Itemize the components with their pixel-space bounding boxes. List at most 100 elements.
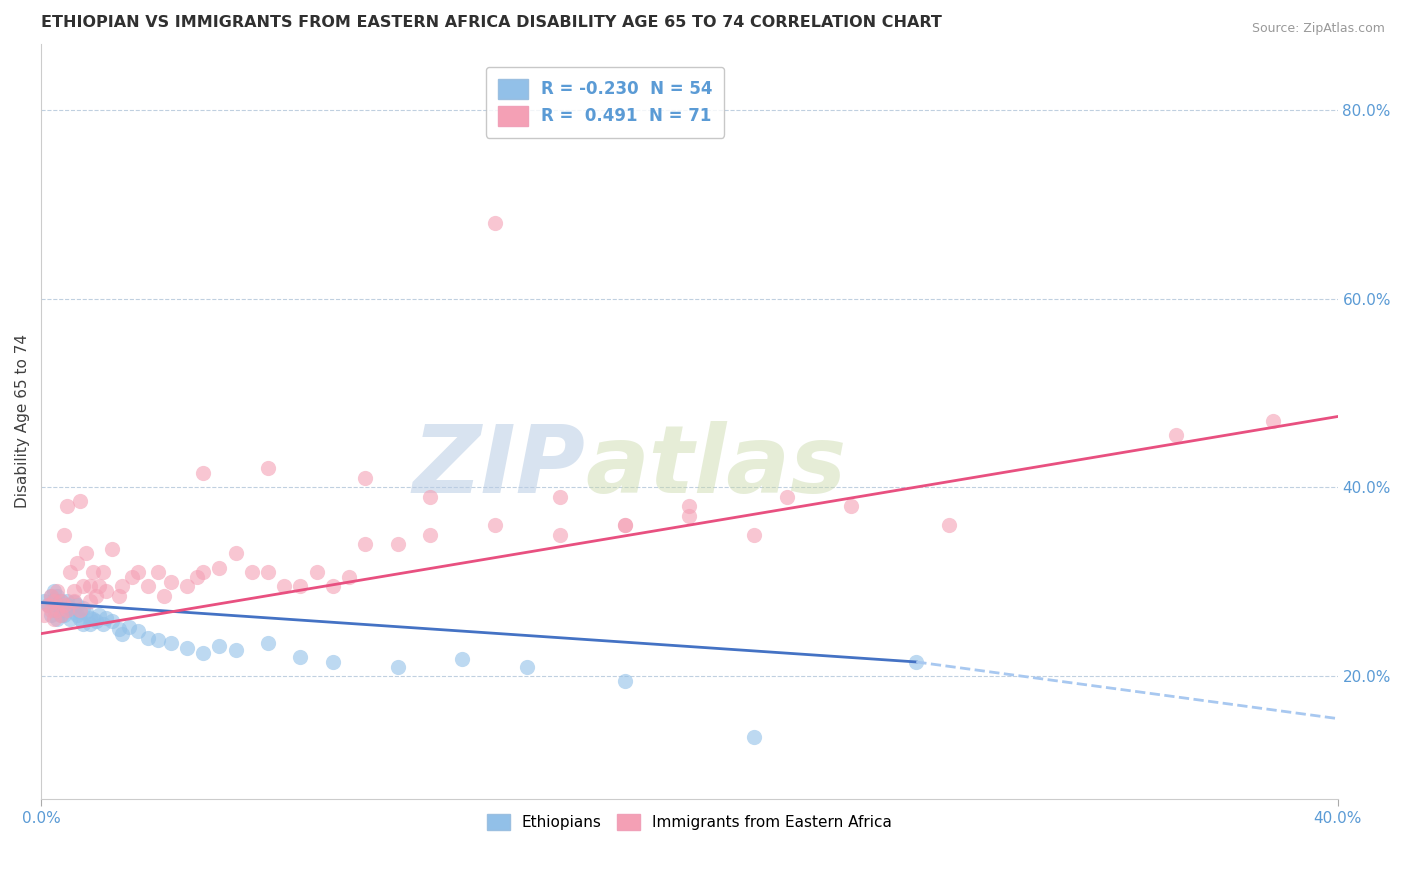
Point (257, 461, 280, 475)
Point (387, 659, 409, 673)
Point (46, 612, 69, 626)
Point (136, 632, 159, 646)
Point (354, 537, 377, 551)
Point (146, 633, 169, 648)
Point (39, 607, 62, 622)
Point (49, 593, 72, 607)
Point (66, 599, 89, 613)
Point (62, 584, 84, 599)
Point (159, 636, 181, 650)
Point (136, 579, 159, 593)
Point (225, 642, 247, 657)
Point (59, 601, 82, 615)
Point (101, 541, 124, 556)
Point (84, 615, 107, 629)
Point (72, 617, 94, 632)
Point (548, 490, 571, 504)
Point (49, 607, 72, 622)
Point (257, 636, 280, 650)
Point (193, 466, 215, 480)
Point (905, 655, 928, 669)
Point (56, 599, 79, 613)
Point (46, 603, 69, 617)
Point (42, 584, 65, 599)
Text: ETHIOPIAN VS IMMIGRANTS FROM EASTERN AFRICA DISABILITY AGE 65 TO 74 CORRELATION : ETHIOPIAN VS IMMIGRANTS FROM EASTERN AFR… (41, 15, 942, 30)
Point (484, 518, 506, 533)
Point (613, 673, 636, 688)
Point (89, 607, 111, 622)
Point (76, 605, 98, 619)
Point (91, 617, 114, 632)
Point (79, 617, 101, 632)
Point (69, 603, 91, 617)
Point (62, 595, 84, 609)
Point (240, 566, 263, 580)
Point (52, 527, 75, 541)
Point (37, 599, 59, 613)
Point (56, 603, 79, 617)
Point (42, 612, 65, 626)
Y-axis label: Disability Age 65 to 74: Disability Age 65 to 74 (15, 334, 30, 508)
Point (208, 560, 231, 574)
Point (108, 622, 131, 636)
Point (322, 655, 344, 669)
Point (613, 518, 636, 533)
Point (613, 518, 636, 533)
Point (290, 650, 312, 665)
Point (451, 652, 474, 666)
Point (257, 566, 280, 580)
Point (111, 626, 134, 640)
Point (52, 599, 75, 613)
Point (82, 612, 104, 626)
Point (69, 494, 91, 508)
Point (91, 566, 114, 580)
Point (337, 570, 360, 584)
Text: ZIP: ZIP (413, 420, 586, 513)
Point (186, 570, 208, 584)
Point (52, 603, 75, 617)
Point (742, 731, 765, 745)
Point (66, 607, 89, 622)
Legend: Ethiopians, Immigrants from Eastern Africa: Ethiopians, Immigrants from Eastern Afri… (481, 808, 898, 837)
Point (678, 499, 700, 513)
Point (176, 579, 198, 593)
Point (176, 640, 198, 655)
Text: atlas: atlas (586, 420, 846, 513)
Point (69, 605, 91, 619)
Point (208, 639, 231, 653)
Point (419, 490, 441, 504)
Point (108, 589, 131, 603)
Point (46, 589, 69, 603)
Point (34, 593, 56, 607)
Point (775, 490, 797, 504)
Point (79, 610, 101, 624)
Point (121, 570, 143, 584)
Point (153, 589, 176, 603)
Point (146, 566, 169, 580)
Point (127, 566, 149, 580)
Point (159, 574, 181, 589)
Point (127, 624, 149, 638)
Point (42, 603, 65, 617)
Point (49, 607, 72, 622)
Point (56, 499, 79, 513)
Point (59, 566, 82, 580)
Point (678, 508, 700, 523)
Point (841, 499, 863, 513)
Point (273, 579, 295, 593)
Point (39, 589, 62, 603)
Point (52, 607, 75, 622)
Point (742, 527, 765, 541)
Point (69, 612, 91, 626)
Point (1164, 428, 1187, 442)
Point (46, 584, 69, 599)
Point (79, 579, 101, 593)
Point (484, 216, 506, 230)
Point (62, 593, 84, 607)
Point (49, 593, 72, 607)
Point (79, 593, 101, 607)
Point (82, 566, 104, 580)
Point (94, 584, 117, 599)
Point (39, 589, 62, 603)
Point (76, 546, 98, 560)
